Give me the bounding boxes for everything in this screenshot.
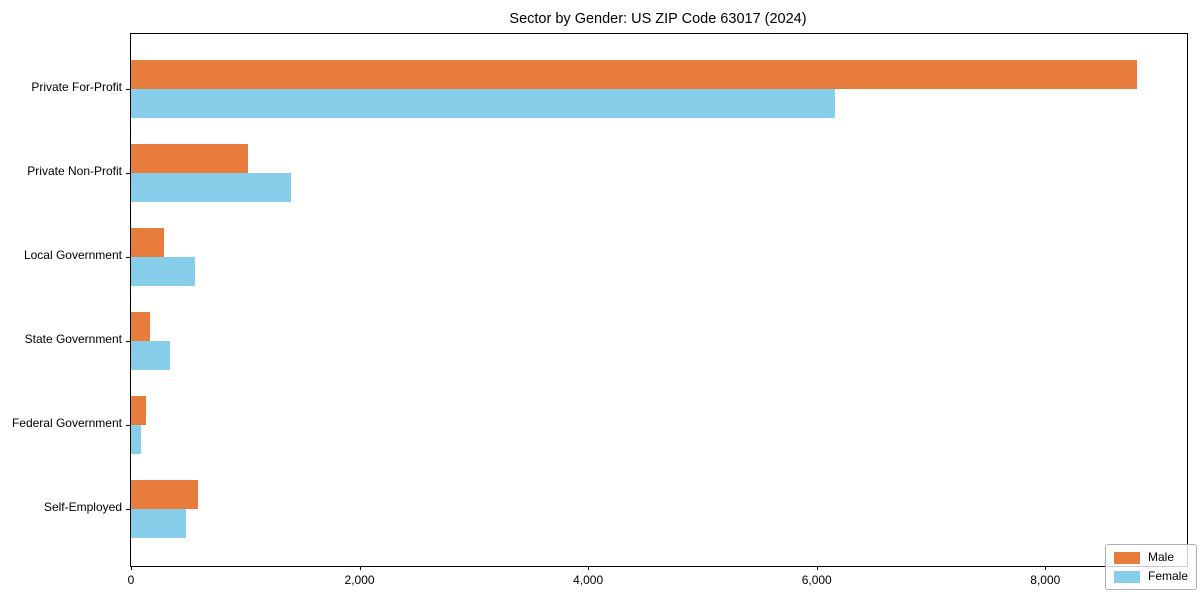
y-axis-tick (126, 509, 130, 510)
y-axis-label-private-for-profit: Private For-Profit (31, 80, 122, 94)
y-axis-label-state-government: State Government (24, 332, 122, 346)
bar-group-self-employed (131, 480, 1187, 538)
bar-male-federal-government (131, 396, 146, 425)
x-axis-tick-label: 0 (127, 573, 135, 587)
bar-group-state-government (131, 312, 1187, 370)
plot-area: 0 2,000 4,000 6,000 8,000 (126, 33, 1188, 587)
y-axis-tick (126, 341, 130, 342)
x-axis-tick (588, 566, 590, 570)
y-axis-tick (126, 173, 130, 174)
x-axis-tick-label: 2,000 (344, 573, 375, 587)
y-axis-label-federal-government: Federal Government (11, 416, 122, 430)
bar-group-federal-government (131, 396, 1187, 454)
bar-group-private-for-profit (131, 60, 1187, 118)
bar-female-private-for-profit (131, 89, 835, 118)
chart-title: Sector by Gender: US ZIP Code 63017 (202… (509, 11, 807, 27)
bar-male-state-government (131, 312, 151, 341)
x-axis-tick (359, 566, 361, 570)
bar-male-self-employed (131, 480, 199, 509)
bar-female-private-non-profit (131, 173, 291, 202)
legend-entry-male: Male (1113, 550, 1188, 564)
y-axis-label-private-non-profit: Private Non-Profit (27, 164, 122, 178)
bar-group-local-government (131, 228, 1187, 286)
y-axis-tick (126, 257, 130, 258)
y-axis-tick (126, 89, 130, 90)
bar-male-private-non-profit (131, 144, 248, 173)
bar-male-private-for-profit (131, 60, 1137, 89)
y-axis-tick (126, 425, 130, 426)
bar-male-local-government (131, 228, 165, 257)
female-color-swatch (1113, 570, 1140, 583)
legend: Male Female (1104, 544, 1197, 590)
bar-female-state-government (131, 341, 170, 370)
x-axis-tick-label: 8,000 (1030, 573, 1061, 587)
male-color-swatch (1113, 551, 1140, 564)
x-axis-tick (131, 566, 132, 570)
y-axis-label-local-government: Local Government (23, 248, 122, 262)
x-axis-tick (1045, 566, 1047, 570)
x-axis-tick-label: 4,000 (573, 573, 604, 587)
y-axis-label-self-employed: Self-Employed (43, 500, 122, 514)
bar-female-federal-government (131, 425, 141, 454)
legend-entry-female: Female (1113, 569, 1188, 583)
bar-group-private-non-profit (131, 144, 1187, 202)
legend-label-male: Male (1147, 550, 1174, 564)
legend-label-female: Female (1147, 569, 1188, 583)
bar-female-self-employed (131, 509, 186, 538)
bar-female-local-government (131, 257, 195, 286)
x-axis-tick (816, 566, 818, 570)
x-axis-tick-label: 6,000 (801, 573, 832, 587)
